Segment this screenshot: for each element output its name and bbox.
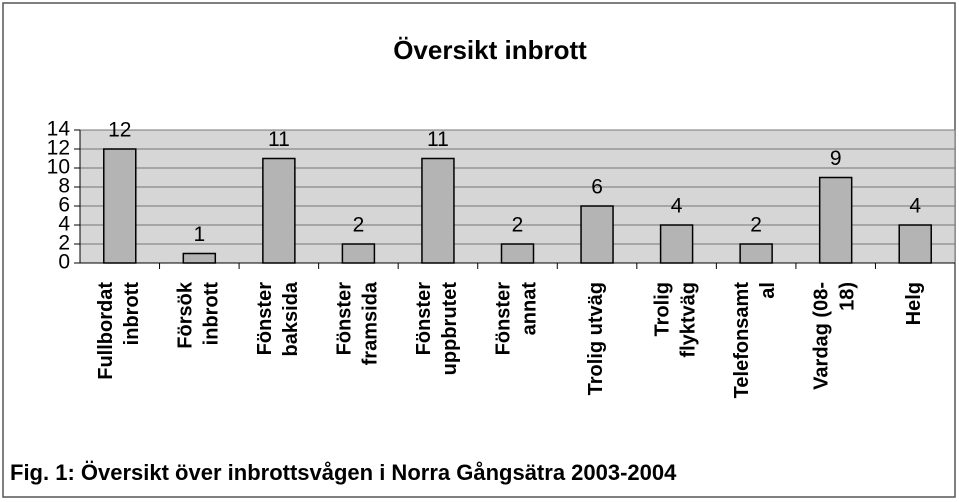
- y-tick-label: 10: [47, 156, 70, 179]
- bar: [739, 243, 773, 264]
- y-tick-label: 2: [58, 232, 70, 255]
- x-tick-label: Trolig utväg: [585, 282, 607, 395]
- bar: [659, 224, 694, 264]
- data-label: 2: [512, 214, 524, 237]
- bar: [421, 157, 455, 264]
- x-tick-label: Fullbordat inbrott: [95, 282, 143, 380]
- chart-title: Översikt inbrott: [393, 35, 587, 65]
- y-tick-label: 8: [58, 175, 70, 198]
- y-tick-label: 0: [58, 251, 70, 274]
- bar: [262, 157, 296, 264]
- x-tick-label: Fönster baksida: [254, 281, 302, 356]
- x-tick-label: Vardag (08- 18): [811, 282, 859, 390]
- x-tick-label: Försök inbrott: [175, 281, 223, 349]
- data-label: 1: [193, 223, 205, 246]
- data-label: 2: [353, 214, 365, 237]
- data-label: 4: [671, 195, 683, 218]
- bar: [898, 224, 932, 264]
- bar: [103, 148, 137, 264]
- bar: [341, 243, 376, 264]
- data-label: 2: [750, 214, 762, 237]
- x-tick-label: Helg: [904, 282, 926, 325]
- x-tick-label: Fönster framsida: [334, 281, 382, 365]
- y-tick-label: 4: [58, 213, 70, 236]
- bar: [580, 205, 614, 264]
- data-label: 12: [108, 119, 131, 142]
- y-tick-label: 14: [47, 118, 71, 141]
- plot-area: [79, 129, 956, 264]
- data-label: 4: [909, 195, 921, 218]
- bar: [182, 252, 217, 264]
- x-tick-label: Telefonsamt al: [731, 282, 779, 399]
- data-label: 11: [427, 128, 449, 151]
- data-label: 9: [830, 147, 842, 170]
- y-tick-label: 12: [47, 137, 70, 160]
- x-tick-label: Fönster annat: [493, 282, 541, 356]
- x-tick-label: Fönster uppbrutet: [413, 282, 461, 376]
- data-label: 11: [268, 128, 290, 151]
- data-label: 6: [591, 176, 603, 199]
- y-tick-label: 6: [58, 194, 70, 217]
- bar: [818, 176, 853, 264]
- x-tick-label: Trolig flyktväg: [652, 282, 700, 358]
- bar: [500, 243, 535, 264]
- caption: Fig. 1: Översikt över inbrottsvågen i No…: [10, 460, 677, 485]
